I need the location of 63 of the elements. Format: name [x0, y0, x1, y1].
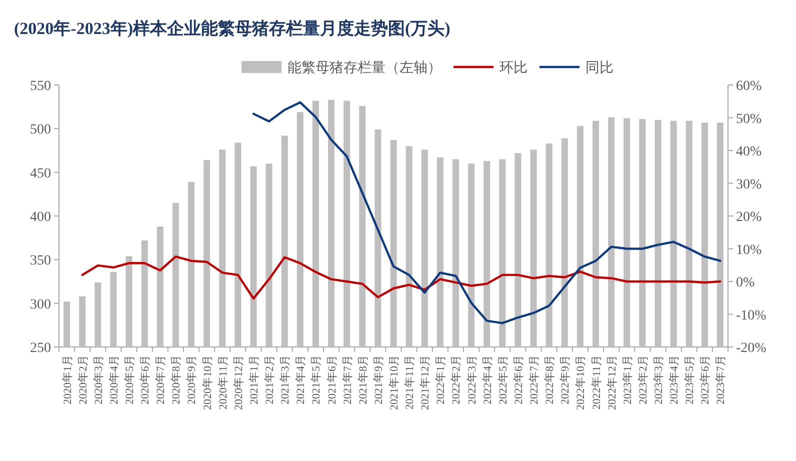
x-tick-label: 2022年2月 — [450, 355, 463, 404]
y-tick-label: 300 — [30, 297, 51, 312]
y2-tick-label: 50% — [736, 112, 762, 127]
x-tick-label: 2020年7月 — [155, 355, 168, 404]
x-tick-label: 2021年10月 — [388, 355, 400, 410]
x-tick-label: 2022年11月 — [590, 355, 603, 410]
x-tick-label: 2020年2月 — [77, 355, 90, 404]
x-tick-label: 2021年1月 — [248, 355, 260, 404]
x-tick-label: 2020年5月 — [124, 355, 136, 404]
x-tick-label: 2022年1月 — [435, 355, 448, 404]
y-tick-label: 350 — [30, 254, 51, 269]
x-tick-label: 2023年4月 — [668, 355, 681, 404]
legend-label: 同比 — [586, 60, 614, 76]
x-tick-label: 2023年2月 — [637, 355, 650, 404]
y-tick-label: 250 — [30, 341, 51, 356]
x-tick-label: 2021年9月 — [372, 355, 385, 404]
x-tick-label: 2021年6月 — [326, 355, 338, 404]
legend-label: 环比 — [500, 60, 528, 76]
x-tick-label: 2023年6月 — [700, 355, 712, 404]
x-tick-label: 2021年11月 — [404, 355, 416, 410]
x-tick-label: 2022年6月 — [512, 355, 525, 404]
x-tick-label: 2023年7月 — [715, 355, 728, 404]
x-tick-label: 2021年7月 — [342, 355, 354, 404]
y-tick-label: 500 — [30, 122, 51, 138]
x-tick-label: 2022年7月 — [528, 355, 541, 404]
y2-tick-label: 10% — [736, 242, 762, 258]
y2-tick-label: 20% — [736, 210, 762, 225]
x-tick-label: 2020年9月 — [186, 355, 198, 404]
x-tick-label: 2020年10月 — [202, 355, 214, 410]
x-tick-label: 2022年9月 — [560, 355, 572, 404]
y-tick-label: 550 — [30, 79, 51, 94]
y2-tick-label: -10% — [736, 308, 767, 324]
x-tick-label: 2021年8月 — [357, 355, 370, 404]
x-tick-label: 2022年12月 — [606, 355, 618, 410]
y2-tick-label: -20% — [736, 341, 767, 356]
legend-label: 能繁母猪存栏量（左轴） — [288, 60, 442, 76]
x-tick-label: 2020年11月 — [217, 355, 230, 410]
x-tick-label: 2020年4月 — [108, 355, 120, 404]
x-tick-label: 2021年12月 — [420, 355, 432, 410]
y2-tick-label: 0% — [736, 276, 755, 290]
x-tick-label: 2020年8月 — [170, 355, 183, 404]
y2-tick-label: 40% — [736, 144, 762, 160]
x-tick-label: 2021年4月 — [295, 355, 308, 404]
x-tick-label: 2020年12月 — [232, 355, 245, 410]
y2-tick-label: 60% — [736, 79, 762, 94]
y-tick-label: 400 — [30, 210, 51, 225]
x-tick-label: 2023年5月 — [684, 355, 696, 404]
x-tick-label: 2021年5月 — [310, 355, 323, 404]
x-tick-label: 2020年6月 — [140, 355, 152, 404]
y2-tick-label: 30% — [736, 177, 762, 192]
x-tick-label: 2022年10月 — [575, 355, 588, 410]
x-tick-label: 2022年8月 — [544, 355, 556, 404]
x-tick-label: 2021年2月 — [264, 355, 276, 404]
x-tick-label: 2022年4月 — [482, 355, 494, 404]
chart-title: (2020年-2023年)样本企业能繁母猪存栏量月度走势图(万头) — [14, 19, 450, 38]
x-tick-label: 2020年3月 — [92, 355, 105, 404]
y-tick-label: 450 — [30, 166, 51, 182]
x-tick-label: 2021年3月 — [280, 355, 292, 404]
x-tick-label: 2022年3月 — [466, 355, 478, 404]
x-tick-label: 2020年1月 — [62, 355, 74, 404]
x-tick-label: 2022年5月 — [497, 355, 510, 404]
x-tick-label: 2023年1月 — [622, 355, 634, 404]
x-tick-label: 2023年3月 — [652, 355, 665, 404]
